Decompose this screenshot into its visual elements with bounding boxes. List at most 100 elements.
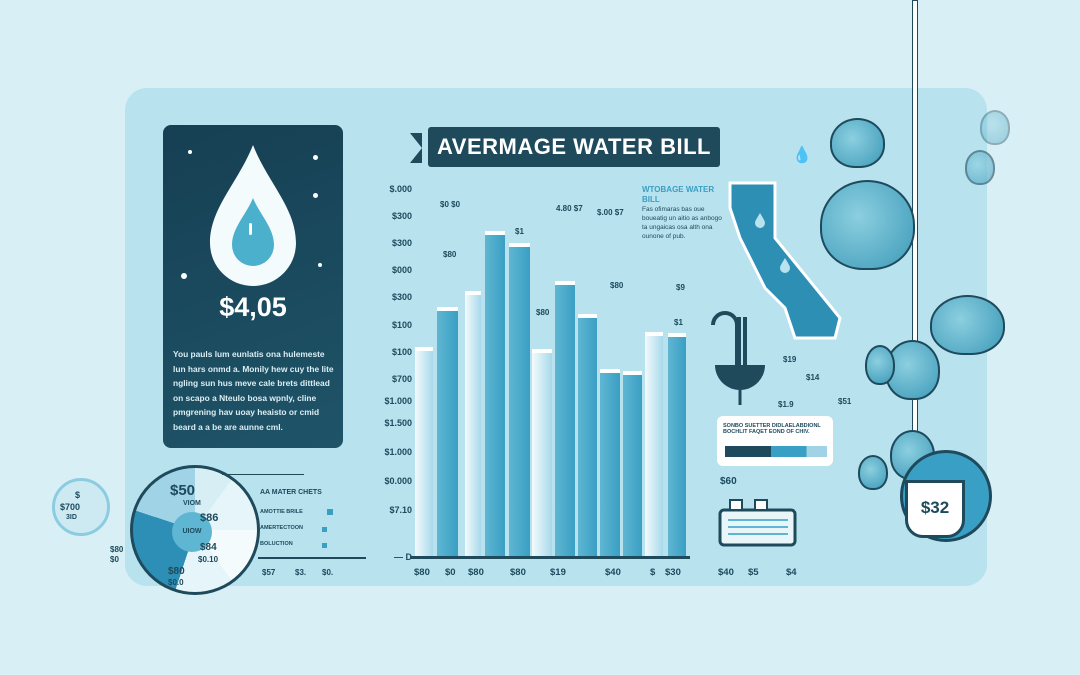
pie-label: VIOM (183, 500, 201, 507)
hop-cone-icon (830, 118, 885, 168)
map-label: $19 (783, 355, 797, 364)
x-tick: $40 (718, 567, 734, 578)
mini-axis-tick: $3. (295, 568, 307, 577)
pie-label: $700 (60, 502, 81, 512)
bar-label: $80 (610, 281, 624, 290)
average-bill-amount: $4,05 (219, 292, 287, 322)
x-tick: $40 (605, 567, 621, 578)
hop-cone-icon (820, 180, 915, 270)
divider (222, 474, 304, 475)
y-tick: $7.10 (389, 505, 412, 515)
page-title: AVERMAGE WATER BILL (428, 127, 720, 167)
bar (645, 332, 663, 557)
y-tick: $1.500 (384, 418, 412, 428)
x-tick: $80 (510, 567, 526, 578)
bar (485, 231, 505, 557)
legend-item: AMERTECTOON (260, 525, 303, 531)
y-tick: $300 (391, 292, 412, 302)
bar-label: $0 $0 (440, 200, 461, 209)
x-tick: $80 (414, 567, 430, 578)
legend-text: SONBO SUETTER DIDLAELABDIONL BOCHLIT FAQ… (723, 423, 821, 435)
card-description: You pauls lum eunlatis ona hulemeste lun… (173, 349, 334, 432)
bar (623, 371, 642, 557)
map-label: $51 (838, 397, 852, 406)
mini-legend-title: AA MATER CHETS (260, 489, 322, 496)
pie-label: $84 (200, 542, 217, 553)
hop-cone-icon (858, 455, 888, 490)
mini-axis-tick: $0. (322, 568, 334, 577)
pie-label: $80 (110, 545, 124, 554)
pie-label: $0 (110, 555, 119, 564)
bar (509, 243, 530, 557)
banner-ribbon (410, 133, 422, 163)
pie-label: $86 (200, 512, 219, 524)
bar (465, 291, 481, 557)
notes: WTOBAGE WATER BILL Fas ofimaras bas oue … (642, 185, 722, 241)
x-axis-line (410, 556, 690, 559)
mini-axis-tick: $57 (262, 568, 276, 577)
cup-icon: $32 (905, 480, 965, 538)
legend-swatch (322, 543, 327, 548)
bar-label: $1 (515, 227, 524, 236)
bar (532, 349, 552, 557)
bar-label: $80 (443, 250, 457, 259)
y-tick: $1.000 (384, 396, 412, 406)
y-tick: $100 (391, 320, 412, 330)
mini-axis-line (258, 557, 366, 559)
cup-amount: $32 (920, 498, 950, 517)
pie-label: $0.10 (198, 555, 219, 564)
y-tick: — D (394, 552, 412, 562)
value-label: $60 (720, 476, 737, 487)
y-tick: $.000 (389, 184, 412, 194)
pie-label: 3ID (66, 514, 77, 521)
y-tick: $100 (391, 347, 412, 357)
x-tick: $5 (748, 567, 759, 578)
legend-swatch (327, 509, 333, 515)
mini-pie-chart (52, 478, 110, 536)
hop-cone-icon (930, 295, 1005, 355)
pie-label: $ (75, 490, 81, 500)
x-tick: $0 (445, 567, 456, 578)
color-scale-legend: SONBO SUETTER DIDLAELABDIONL BOCHLIT FAQ… (717, 416, 833, 466)
legend-item: BOLUCTION (260, 541, 293, 547)
bar (578, 314, 597, 557)
legend-item: AMOTTIE BRILE (260, 509, 303, 515)
bar (437, 307, 458, 557)
pie-label: $50 (170, 482, 196, 499)
pie-label: $0.0 (168, 578, 184, 587)
x-tick: $19 (550, 567, 566, 578)
hop-cone-icon (965, 150, 995, 185)
water-drop-icon: 💧 (792, 147, 812, 164)
x-tick: $ (650, 567, 656, 578)
bar (555, 281, 575, 557)
notes-title: WTOBAGE WATER BILL (642, 185, 715, 204)
pie-label: $80 (168, 566, 185, 577)
pie-center-label: UIOW (172, 512, 212, 552)
hop-cone-icon (865, 345, 895, 385)
legend-swatch (322, 527, 327, 532)
water-pump-icon (718, 499, 797, 547)
map-label: $1.9 (778, 400, 794, 409)
bar-label: 4.80 $7 (556, 204, 583, 213)
bar-label: $.00 $7 (597, 208, 624, 217)
california-map-icon (728, 181, 842, 340)
bar-label: $80 (536, 308, 550, 317)
map-label: $14 (806, 373, 820, 382)
bar-label: $1 (674, 318, 683, 327)
x-tick: $30 (665, 567, 681, 578)
y-tick: $0.000 (384, 476, 412, 486)
y-tick: $700 (391, 374, 412, 384)
bar (668, 333, 686, 557)
y-tick: $1.000 (384, 447, 412, 457)
notes-body: Fas ofimaras bas oue boueatig un aitio a… (642, 206, 722, 240)
bar (600, 369, 620, 557)
summary-card: $4,05 You pauls lum eunlatis ona hulemes… (163, 125, 343, 448)
x-tick: $80 (468, 567, 484, 578)
y-tick: $300 (391, 238, 412, 248)
bar (415, 347, 433, 557)
color-scale-bar (725, 446, 827, 457)
hop-cone-icon (980, 110, 1010, 145)
y-tick: $000 (391, 265, 412, 275)
water-drop-icon (210, 145, 296, 286)
x-tick: $4 (786, 567, 797, 578)
